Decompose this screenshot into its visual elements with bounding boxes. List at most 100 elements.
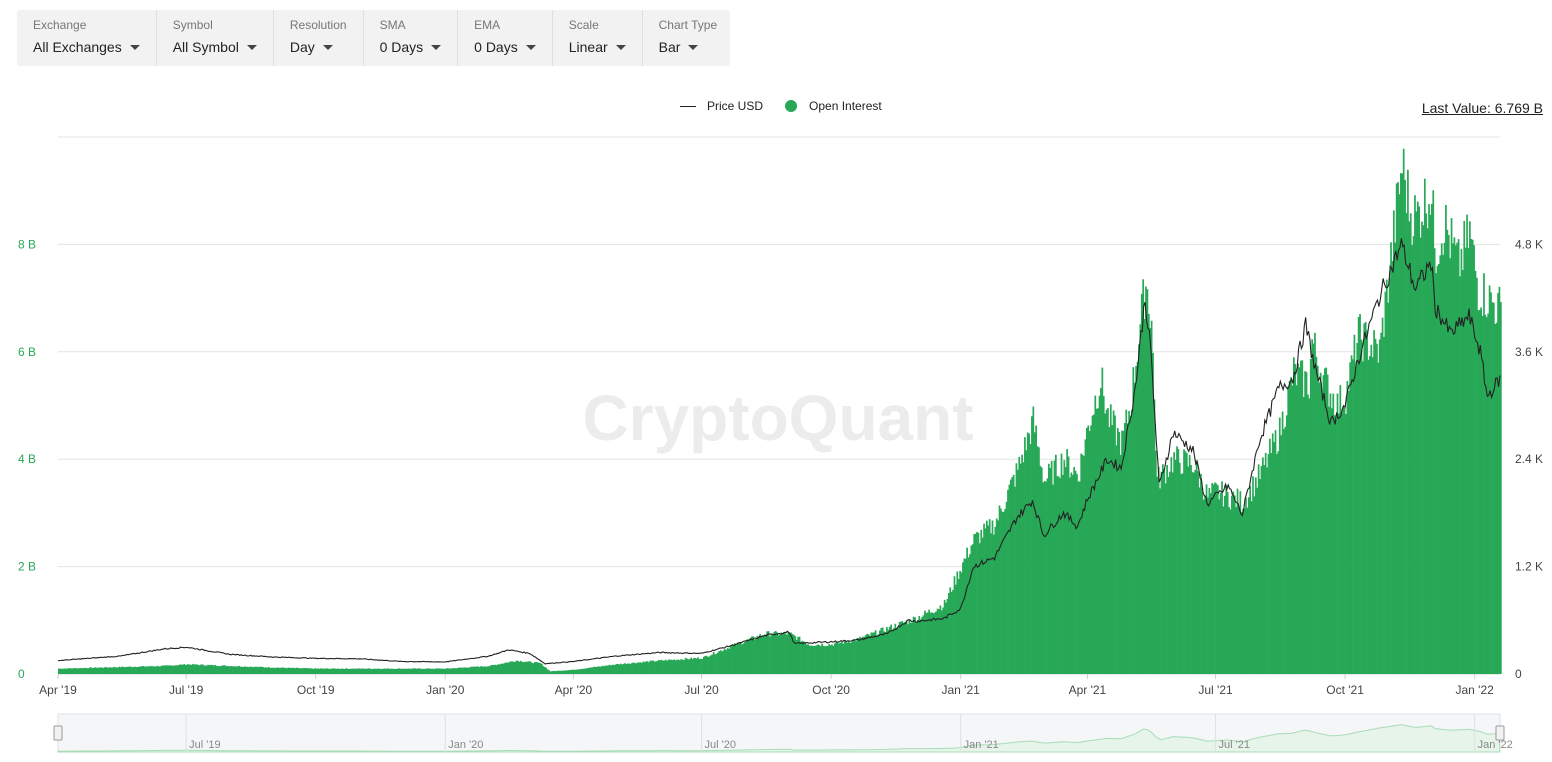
open-interest-bar <box>900 621 902 674</box>
open-interest-bar <box>759 634 761 674</box>
legend-open-interest-label[interactable]: Open Interest <box>809 99 882 113</box>
y-left-tick-label: 8 B <box>18 237 36 251</box>
open-interest-bar <box>395 668 398 674</box>
last-value-link[interactable]: Last Value: 6.769 B <box>1421 100 1543 116</box>
open-interest-bar <box>324 668 326 674</box>
legend-price-label[interactable]: Price USD <box>707 99 764 113</box>
open-interest-bar <box>1083 455 1085 674</box>
open-interest-bar <box>705 655 708 674</box>
open-interest-bar <box>214 664 217 674</box>
navigator-right-handle[interactable] <box>1495 725 1505 741</box>
exchange-select[interactable]: Exchange All Exchanges <box>17 10 157 66</box>
chart-type-select[interactable]: Chart Type Bar <box>643 10 733 66</box>
open-interest-bar <box>1285 415 1288 674</box>
open-interest-bar <box>1371 357 1374 674</box>
open-interest-bar <box>1278 417 1281 674</box>
open-interest-bar <box>1176 446 1178 674</box>
open-interest-bar <box>626 663 629 674</box>
open-interest-bar <box>853 639 856 674</box>
open-interest-bar <box>422 668 425 674</box>
symbol-select[interactable]: Symbol All Symbol <box>157 10 274 66</box>
open-interest-bar <box>1136 361 1139 674</box>
open-interest-bar <box>1047 463 1050 674</box>
open-interest-bar <box>974 533 977 674</box>
open-interest-bar <box>1460 249 1463 674</box>
open-interest-bar <box>667 659 670 674</box>
open-interest-bar <box>1480 307 1482 674</box>
open-interest-bar <box>1018 456 1021 674</box>
open-interest-bar <box>72 668 74 674</box>
open-interest-bar <box>428 668 431 674</box>
open-interest-bar <box>1005 501 1008 674</box>
open-interest-bar <box>559 670 562 674</box>
open-interest-bar <box>129 666 132 674</box>
caret-down-icon <box>525 45 536 50</box>
open-interest-bar <box>1253 496 1256 674</box>
open-interest-bar <box>1126 423 1129 674</box>
open-interest-bar <box>831 644 833 674</box>
open-interest-bar <box>146 666 149 674</box>
open-interest-bar <box>1497 292 1499 674</box>
x-tick-label: Jan '21 <box>941 683 980 697</box>
open-interest-bar <box>1025 450 1028 674</box>
open-interest-bar <box>1369 356 1371 674</box>
open-interest-bar <box>390 668 393 674</box>
open-interest-bar <box>933 612 936 674</box>
open-interest-bar <box>956 571 959 674</box>
open-interest-bar <box>1377 362 1380 674</box>
open-interest-bar <box>732 644 735 674</box>
open-interest-bar <box>122 666 125 674</box>
ema-select[interactable]: EMA 0 Days <box>458 10 553 66</box>
open-interest-bar <box>843 640 846 674</box>
open-interest-bar <box>1057 476 1060 674</box>
open-interest-bar <box>1150 320 1153 674</box>
resolution-select[interactable]: Resolution Day <box>274 10 364 66</box>
open-interest-bar <box>880 628 883 674</box>
open-interest-bar <box>952 589 954 674</box>
open-interest-bar <box>784 633 787 674</box>
navigator-left-handle[interactable] <box>53 725 63 741</box>
open-interest-bar <box>959 570 961 674</box>
open-interest-bar <box>735 645 738 674</box>
open-interest-bar <box>229 666 232 674</box>
y-right-tick-label: 4.8 K <box>1515 237 1543 251</box>
open-interest-bar <box>566 670 569 674</box>
open-interest-bar <box>538 662 540 674</box>
open-interest-bar <box>891 629 894 674</box>
open-interest-bar <box>170 665 173 674</box>
open-interest-bar <box>970 545 973 674</box>
open-interest-bar <box>1463 220 1466 674</box>
open-interest-bar <box>812 645 815 674</box>
open-interest-bar <box>1491 302 1494 674</box>
open-interest-bar <box>1280 435 1283 674</box>
open-interest-bar <box>1454 245 1457 675</box>
open-interest-bar <box>148 666 150 674</box>
open-interest-bar <box>563 670 566 674</box>
navigator[interactable]: Jul '19 Jan '20 Jul '20 Jan '21 Jul '21 Jan '… <box>53 713 1513 753</box>
open-interest-bar <box>1300 360 1302 674</box>
open-interest-bar <box>904 621 907 674</box>
open-interest-bar <box>828 644 830 674</box>
open-interest-bar <box>163 665 166 674</box>
open-interest-bar <box>1301 360 1304 674</box>
open-interest-bar <box>433 668 436 674</box>
open-interest-bar <box>607 665 609 674</box>
open-interest-bar <box>1249 485 1252 674</box>
open-interest-bar <box>1346 381 1349 674</box>
sma-select[interactable]: SMA 0 Days <box>364 10 459 66</box>
open-interest-bar <box>1009 479 1012 674</box>
open-interest-bar <box>141 666 143 674</box>
open-interest-bar <box>740 644 743 674</box>
open-interest-bar <box>1071 474 1074 674</box>
open-interest-bar <box>610 665 612 674</box>
open-interest-bar <box>690 657 692 674</box>
open-interest-bar <box>1391 260 1394 674</box>
scale-select[interactable]: Scale Linear <box>553 10 643 66</box>
open-interest-bar <box>915 622 918 674</box>
open-interest-bar <box>1132 367 1135 674</box>
open-interest-bar <box>1319 372 1322 674</box>
open-interest-bar <box>1007 489 1009 674</box>
open-interest-bar <box>556 670 559 674</box>
open-interest-bar <box>404 668 407 674</box>
open-interest-bar <box>639 662 642 674</box>
